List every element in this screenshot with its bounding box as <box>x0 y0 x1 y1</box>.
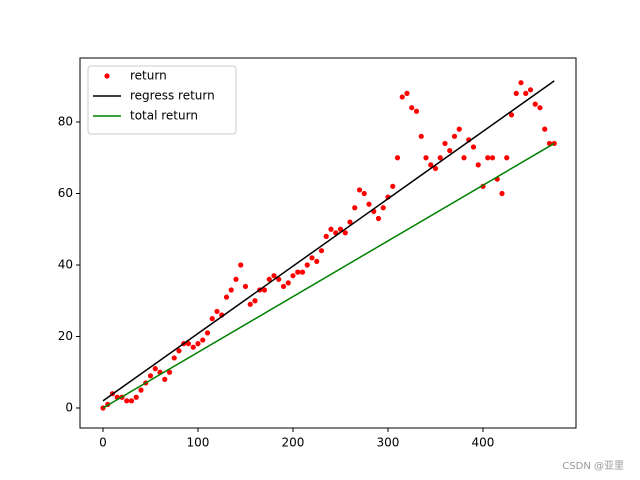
data-point <box>214 308 220 315</box>
data-point <box>451 133 458 139</box>
data-point <box>295 269 301 275</box>
data-point <box>456 126 462 132</box>
legend-box <box>87 65 237 135</box>
data-point <box>166 369 173 375</box>
data-point <box>133 394 139 400</box>
data-point <box>390 183 396 189</box>
data-point <box>233 276 239 282</box>
data-point <box>328 226 334 232</box>
x-tick-label: 300 <box>377 436 400 450</box>
watermark: CSDN @亚里 <box>562 460 624 472</box>
data-point <box>252 298 258 304</box>
data-point <box>238 262 244 268</box>
data-point <box>470 144 477 150</box>
data-point <box>204 330 211 336</box>
data-point <box>261 287 268 293</box>
data-point <box>190 344 196 350</box>
y-tick-label: 40 <box>58 257 73 271</box>
data-point <box>290 273 296 279</box>
data-point <box>461 155 467 161</box>
data-point <box>124 398 130 404</box>
y-tick-label: 20 <box>58 329 73 343</box>
data-point <box>366 201 372 207</box>
data-point <box>162 376 168 382</box>
data-point <box>314 258 320 265</box>
data-point <box>432 165 439 172</box>
data-point <box>442 140 448 147</box>
x-tick-label: 200 <box>282 436 305 450</box>
x-tick-label: 100 <box>187 436 210 450</box>
data-point <box>437 155 443 161</box>
data-point <box>309 255 315 261</box>
data-point <box>532 101 538 107</box>
data-point <box>409 105 415 111</box>
data-point <box>228 287 234 293</box>
data-point <box>242 283 249 290</box>
data-point <box>504 155 510 161</box>
data-point <box>399 94 405 100</box>
legend-marker <box>104 73 110 79</box>
data-point <box>347 219 353 225</box>
series-line <box>102 80 555 402</box>
data-point <box>523 90 529 96</box>
data-point <box>223 294 230 300</box>
data-point <box>299 269 306 275</box>
data-point <box>428 162 434 168</box>
series-line <box>102 142 555 409</box>
x-tick-label: 0 <box>99 436 107 450</box>
data-point <box>418 133 424 139</box>
data-point <box>485 155 491 161</box>
data-point <box>280 283 287 290</box>
data-point <box>361 190 367 197</box>
data-point <box>323 233 329 239</box>
data-point <box>352 205 358 211</box>
legend-label: return <box>130 69 167 83</box>
data-point <box>138 387 144 393</box>
data-point <box>527 87 534 93</box>
data-point <box>271 273 277 279</box>
data-point <box>200 337 206 343</box>
data-point <box>337 226 344 232</box>
data-point <box>356 187 363 193</box>
data-point <box>489 155 496 161</box>
y-tick-label: 60 <box>58 186 73 200</box>
data-point <box>209 316 215 322</box>
data-point <box>375 215 382 222</box>
data-point <box>176 348 182 354</box>
data-point <box>413 108 420 114</box>
data-point <box>128 398 135 404</box>
data-point <box>404 90 410 96</box>
data-point <box>423 155 429 161</box>
x-tick-label: 400 <box>472 436 495 450</box>
y-tick-label: 80 <box>58 114 73 128</box>
y-tick-label: 0 <box>65 400 73 414</box>
data-point <box>342 230 348 236</box>
data-point <box>380 205 386 211</box>
data-point <box>475 162 481 168</box>
data-point <box>152 366 158 372</box>
data-point <box>304 262 310 268</box>
data-point <box>513 90 519 96</box>
data-point <box>195 341 201 347</box>
data-point <box>542 126 548 132</box>
plot-frame <box>79 57 577 429</box>
data-point <box>171 355 177 361</box>
data-point <box>537 105 543 111</box>
data-point <box>499 190 505 197</box>
legend-label: regress return <box>130 89 215 103</box>
legend-label: total return <box>130 109 198 123</box>
data-point <box>266 276 272 282</box>
data-point <box>285 280 291 286</box>
data-point <box>394 155 401 161</box>
data-point <box>518 80 524 86</box>
data-point <box>318 248 325 254</box>
data-point <box>447 147 453 154</box>
data-point <box>247 301 253 307</box>
data-point <box>185 341 192 347</box>
data-point <box>508 112 515 118</box>
data-point <box>147 373 154 379</box>
